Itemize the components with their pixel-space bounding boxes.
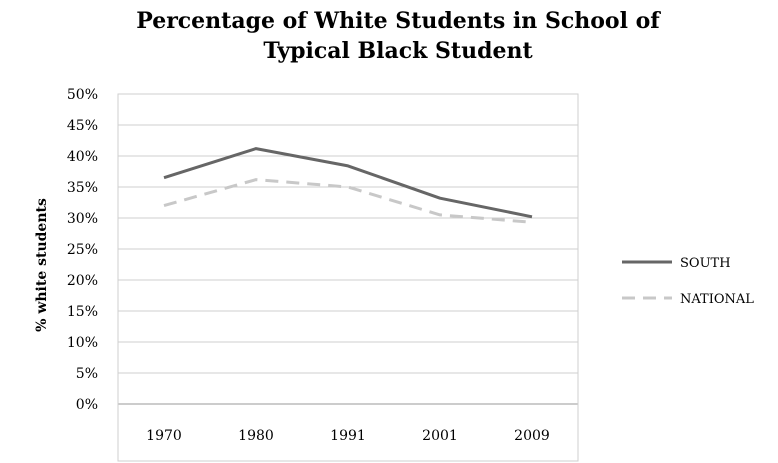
x-tick-label: 1980 [238,428,274,444]
x-tick-label: 2001 [422,428,458,444]
chart-title-line-2: Typical Black Student [263,38,533,64]
y-tick-label: 45% [67,118,98,134]
legend-label-south: SOUTH [680,256,731,271]
y-tick-label: 15% [67,304,98,320]
series-lines [163,147,533,224]
y-tick-label: 35% [67,180,98,196]
series-line-national [163,178,533,224]
gridlines [118,93,578,405]
y-tick-label: 5% [76,366,98,382]
y-tick-label: 10% [67,335,98,351]
legend-label-national: NATIONAL [680,292,754,307]
plot-area-border [117,93,579,462]
chart-title-line-1: Percentage of White Students in School o… [136,8,661,34]
y-tick-label: 0% [76,397,98,413]
y-tick-label: 20% [67,273,98,289]
x-tick-label: 2009 [514,428,550,444]
y-tick-label: 25% [67,242,98,258]
legend: SOUTH NATIONAL [622,256,754,307]
y-axis-label: % white students [34,198,50,332]
x-tick-label: 1970 [146,428,182,444]
series-line-south [163,147,533,219]
y-tick-label: 40% [67,149,98,165]
x-tick-label: 1991 [330,428,366,444]
y-tick-label: 50% [67,87,98,103]
x-axis-ticks: 1970 1980 1991 2001 2009 [146,428,550,444]
y-axis-ticks: 0% 5% 10% 15% 20% 25% 30% 35% 40% 45% 50% [67,87,98,413]
y-tick-label: 30% [67,211,98,227]
